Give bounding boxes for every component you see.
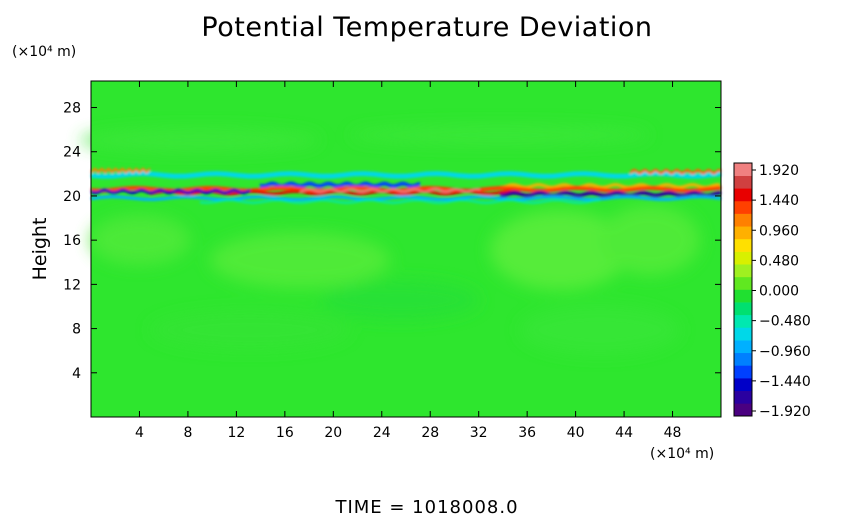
colorbar-segment [734,163,752,176]
x-tick-label: 48 [664,425,682,441]
colorbar-label: 1.920 [759,163,799,179]
texture-patch [90,215,190,265]
texture-patch [520,305,680,355]
colorbar-segment [734,238,752,252]
texture-patch [320,280,480,320]
colorbar-segment [734,200,752,214]
heatmap-plot-area [80,80,722,418]
x-tick-label: 44 [615,425,633,441]
band-teal-lower [200,199,600,204]
colorbar-segment [734,175,752,189]
band-blue-left [91,188,250,195]
x-tick-label: 8 [183,425,192,441]
colorbar-label: −1.920 [759,404,811,420]
band-yellow-right [500,183,720,189]
colorbar-label: −0.960 [759,344,811,360]
x-tick-label: 20 [324,425,342,441]
colorbar-segment [734,352,752,366]
band-pink-core [300,188,480,193]
y-tick-label: 24 [63,145,81,161]
colorbar: 1.920 1.440 0.960 0.480 0.000 −0.480 −0.960 −1.… [733,162,811,420]
colorbar-segment [734,251,752,265]
colorbar-segment [734,390,752,404]
texture-patch [490,210,630,290]
colorbar-segment [734,378,752,391]
y-axis: 4 8 12 16 20 24 28 [63,101,721,382]
texture-patch [150,310,350,350]
x-tick-label: 32 [470,425,488,441]
x-tick-label: 40 [567,425,585,441]
band-blue-mid [260,181,420,189]
colorbar-label: −1.440 [759,374,811,390]
colorbar-label: 0.480 [759,253,799,269]
y-tick-label: 8 [72,322,81,338]
x-tick-label: 4 [135,425,144,441]
x-tick-label: 12 [227,425,245,441]
colorbar-segment [734,276,752,290]
colorbar-segment [734,403,752,417]
colorbar-segment [734,264,752,278]
y-tick-label: 12 [63,277,81,293]
colorbar-segment [734,188,752,202]
colorbar-segment [734,327,752,341]
colorbar-label: 0.000 [759,284,799,300]
chart-title: Potential Temperature Deviation [201,12,653,43]
colorbar-frame [733,162,753,417]
x-tick-label: 28 [421,425,439,441]
colorbar-segment [734,314,752,328]
plot-frame [90,80,722,418]
y-tick-label: 20 [63,189,81,205]
deviation-band [91,167,721,204]
colorbar-segment [734,289,752,303]
band-cyan-lower [91,195,721,201]
colorbar-segment [734,302,752,316]
colorbar-segment [734,340,752,354]
y-tick-label: 4 [72,366,81,382]
colorbar-label: −0.480 [759,314,811,330]
band-orange-right [630,168,721,175]
colorbar-segment [734,365,752,379]
time-readout: TIME = 1018008.0 [335,497,519,518]
y-axis-unit: (×10⁴ m) [12,44,77,60]
y-tick-label: 16 [63,233,81,249]
y-tick-label: 28 [63,101,81,117]
colorbar-label: 1.440 [759,193,799,209]
x-tick-label: 24 [373,425,391,441]
heatmap-texture [80,125,700,355]
texture-patch [80,128,320,152]
texture-patch [210,232,390,288]
band-orange-left [91,167,150,174]
x-axis-unit: (×10⁴ m) [650,446,715,462]
band-cyan-upper [91,171,721,179]
colorbar-segment [734,226,752,240]
x-tick-label: 16 [276,425,294,441]
colorbar-segment [734,213,752,227]
texture-patch [350,125,650,145]
x-axis: 4 8 12 16 20 24 28 32 36 40 44 48 [135,81,681,441]
texture-patch [600,205,700,275]
x-tick-label: 36 [518,425,536,441]
colorbar-label: 0.960 [759,223,799,239]
